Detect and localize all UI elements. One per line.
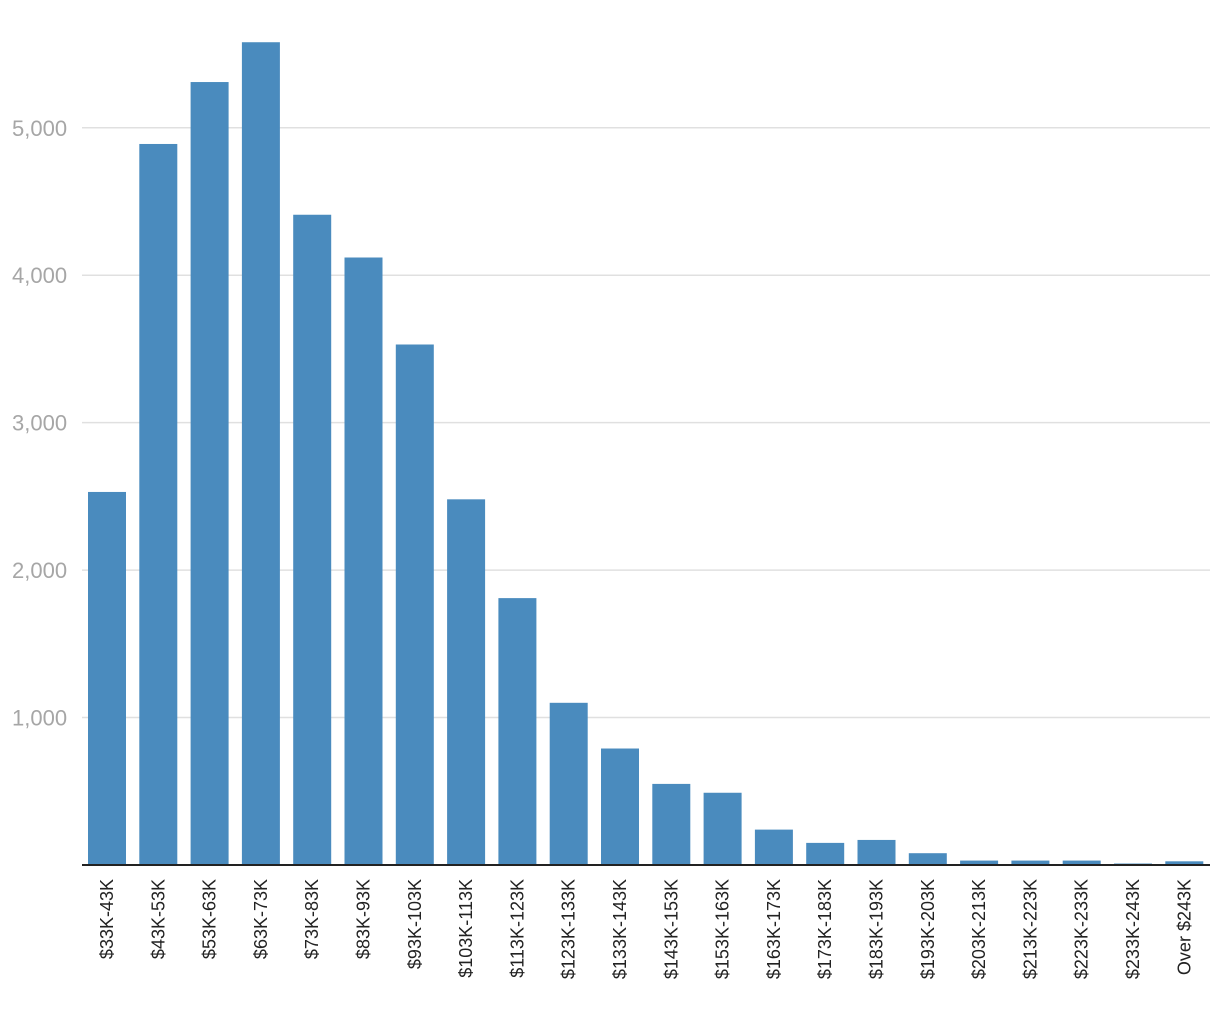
y-tick-label: 4,000: [12, 263, 67, 288]
x-tick-label: $143K-153K: [661, 879, 681, 979]
x-tick-label: $33K-43K: [97, 879, 117, 959]
x-tick-label: $133K-143K: [610, 879, 630, 979]
bar: [1011, 860, 1050, 865]
x-tick-label: $193K-203K: [918, 879, 938, 979]
x-tick-label: $43K-53K: [148, 879, 168, 959]
x-tick-label: $213K-223K: [1020, 879, 1040, 979]
x-tick-label: $173K-183K: [815, 879, 835, 979]
x-tick-label: $233K-243K: [1123, 879, 1143, 979]
x-tick-label: $113K-123K: [507, 879, 527, 978]
x-tick-label: $163K-173K: [764, 879, 784, 979]
bar: [1165, 861, 1204, 865]
x-tick-label: $223K-233K: [1072, 879, 1092, 979]
bar: [344, 257, 383, 866]
x-tick-label: $103K-113K: [456, 879, 476, 978]
y-axis-tick-labels: 1,000 2,000 3,000 4,000 5,000: [12, 116, 67, 731]
bar: [139, 143, 178, 866]
x-tick-label: $123K-133K: [559, 879, 579, 979]
y-tick-label: 2,000: [12, 558, 67, 583]
bar: [447, 499, 486, 865]
bar: [293, 214, 332, 866]
x-tick-label: $83K-93K: [354, 879, 374, 959]
bar: [652, 783, 691, 865]
x-tick-label: $183K-193K: [867, 879, 887, 979]
bar: [960, 860, 999, 865]
y-tick-label: 1,000: [12, 706, 67, 731]
bar: [1062, 860, 1101, 865]
bar: [754, 829, 793, 865]
x-tick-label: $153K-163K: [713, 879, 733, 979]
x-axis-tick-labels: $33K-43K $43K-53K $53K-63K $63K-73K $73K-83K…: [97, 879, 1194, 979]
bar: [908, 853, 947, 865]
bar: [190, 82, 229, 865]
bar: [88, 491, 126, 865]
y-tick-label: 3,000: [12, 411, 67, 436]
bar: [241, 42, 280, 865]
bar: [857, 839, 896, 865]
bar: [549, 702, 588, 865]
x-tick-label: $93K-103K: [405, 879, 425, 969]
bar: [703, 792, 742, 865]
x-tick-label: Over $243K: [1174, 879, 1194, 975]
x-tick-label: $63K-73K: [251, 879, 271, 959]
bar: [395, 344, 434, 866]
y-tick-label: 5,000: [12, 116, 67, 141]
x-tick-label: $203K-213K: [969, 879, 989, 979]
bars: [88, 42, 1204, 866]
x-tick-label: $73K-83K: [302, 879, 322, 959]
bar: [806, 842, 845, 865]
bar: [498, 598, 537, 865]
x-tick-label: $53K-63K: [200, 879, 220, 959]
bar: [601, 748, 639, 865]
